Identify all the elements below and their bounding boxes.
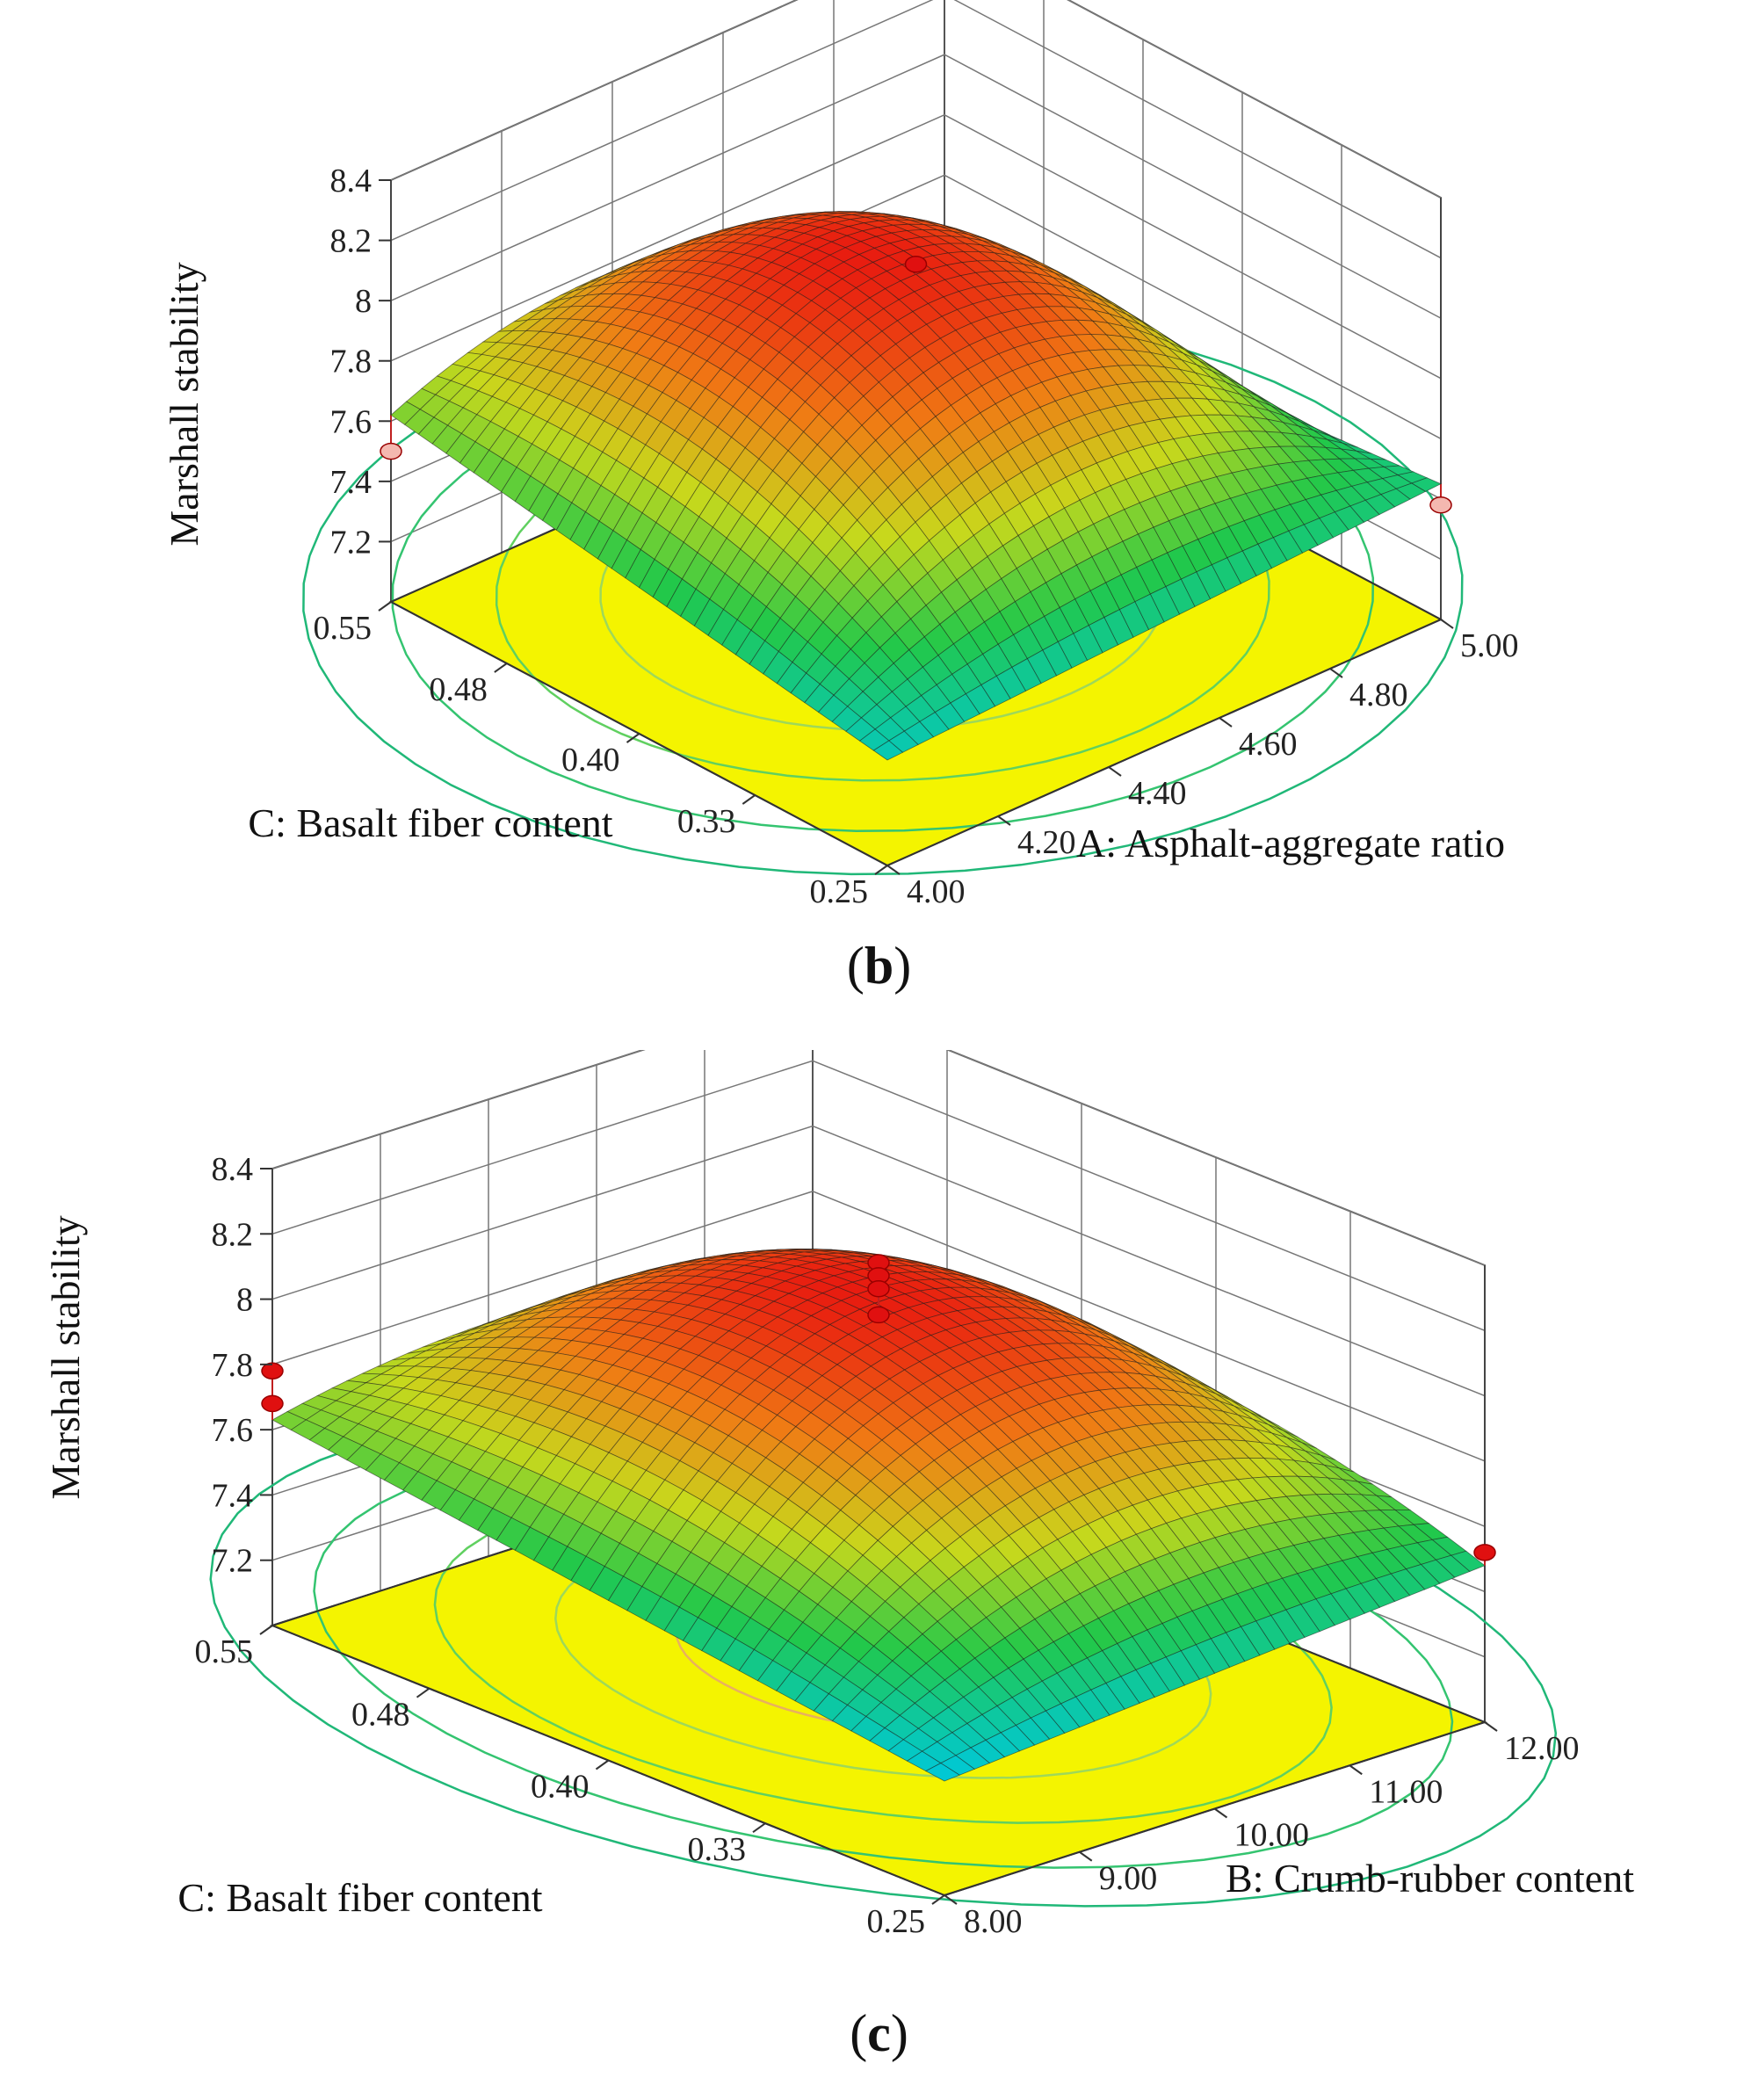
y-tick-mark	[742, 794, 756, 805]
response-surface	[390, 211, 1442, 761]
z-tick-label: 7.6	[212, 1412, 254, 1449]
z-tick-label: 7.4	[330, 464, 373, 501]
x-tick-label: 10.00	[1234, 1817, 1310, 1854]
design-point	[1473, 1544, 1496, 1561]
y-tick-label: 0.25	[867, 1903, 926, 1940]
y-tick-mark	[874, 865, 888, 875]
z-tick-label: 8.4	[212, 1151, 254, 1188]
z-axis-ticks: 7.2 7.4 7.6 7.8 8 8.2 8.4	[330, 163, 391, 561]
z-axis-label: Marshall stability	[43, 1215, 88, 1499]
y-tick-label: 0.55	[314, 610, 373, 647]
x-tick-mark	[1484, 1721, 1498, 1732]
y-tick-mark	[626, 733, 640, 743]
y-tick-label: 0.48	[429, 671, 488, 708]
design-point	[867, 1306, 890, 1324]
y-tick-label: 0.55	[195, 1633, 254, 1670]
design-points	[261, 1254, 1496, 1566]
surface-facet	[924, 1763, 960, 1782]
x-tick-label: 4.80	[1349, 677, 1408, 713]
y-tick-mark	[752, 1822, 766, 1833]
z-tick-label: 8	[236, 1282, 253, 1319]
z-tick-label: 8.2	[330, 223, 373, 260]
z-tick-label: 8	[355, 283, 372, 320]
design-point	[261, 1362, 284, 1380]
wall-gridline	[390, 0, 1442, 259]
surface-plot-c: 7.2 7.4 7.6 7.8 8 8.2 8.4 8.00 9.00 10.00 11.00 12…	[43, 1050, 1634, 1940]
chart-panel-c: 7.2 7.4 7.6 7.8 8 8.2 8.4 8.00 9.00 10.00 11.00 12…	[0, 1050, 1758, 2100]
panel-caption-c: (c)	[850, 2004, 908, 2062]
wall-gridline	[390, 54, 1442, 319]
z-tick-label: 7.8	[330, 344, 373, 380]
surface-plot-b: 7.2 7.4 7.6 7.8 8 8.2 8.4 4.00 4.20 4.40 4.60 4.80…	[162, 0, 1519, 910]
y-tick-label: 0.40	[561, 742, 620, 778]
y-axis-ticks: 0.25 0.33 0.40 0.48 0.55	[195, 1625, 945, 1940]
x-tick-label: 9.00	[1099, 1860, 1158, 1897]
x-tick-mark	[1219, 717, 1233, 728]
x-tick-mark	[1108, 766, 1122, 777]
design-point	[380, 442, 402, 460]
x-tick-label: 12.00	[1504, 1730, 1580, 1767]
y-tick-mark	[378, 601, 392, 612]
y-tick-label: 0.33	[688, 1831, 747, 1868]
y-tick-label: 0.25	[810, 873, 869, 910]
x-tick-label: 11.00	[1369, 1773, 1443, 1810]
wall-gridline	[271, 1125, 1486, 1397]
design-point	[904, 255, 928, 273]
design-point	[867, 1279, 890, 1298]
x-tick-mark	[1440, 619, 1454, 629]
design-point	[1429, 496, 1452, 514]
design-points	[904, 255, 928, 275]
wall-gridline	[271, 1191, 1486, 1462]
y-tick-mark	[931, 1894, 945, 1905]
x-tick-label: 8.00	[964, 1903, 1023, 1940]
y-tick-mark	[416, 1687, 430, 1698]
x-tick-mark	[944, 1894, 958, 1905]
z-tick-label: 7.8	[212, 1347, 254, 1384]
y-tick-label: 0.48	[351, 1697, 410, 1734]
x-tick-label: 4.00	[907, 873, 966, 910]
chart-panel-b: 7.2 7.4 7.6 7.8 8 8.2 8.4 4.00 4.20 4.40 4.60 4.80…	[162, 0, 1519, 995]
z-tick-label: 7.6	[330, 403, 373, 440]
y-axis-label: C: Basalt fiber content	[177, 1875, 542, 1920]
x-tick-label: 5.00	[1460, 627, 1519, 664]
wall-gridline	[271, 1060, 1486, 1331]
z-tick-label: 8.4	[330, 163, 373, 199]
x-tick-label: 4.20	[1017, 824, 1076, 861]
z-tick-label: 7.4	[212, 1477, 254, 1514]
wall-gridline	[390, 113, 1442, 380]
y-tick-label: 0.40	[531, 1769, 590, 1806]
y-axis-label: C: Basalt fiber content	[248, 800, 612, 845]
surface-facet	[872, 740, 904, 761]
x-tick-label: 4.40	[1128, 775, 1187, 812]
z-axis-label: Marshall stability	[162, 262, 206, 546]
z-tick-label: 8.2	[212, 1216, 254, 1253]
design-point	[261, 1394, 284, 1413]
y-tick-mark	[595, 1759, 610, 1771]
z-tick-label: 7.2	[330, 524, 373, 561]
x-tick-mark	[1079, 1850, 1093, 1862]
x-axis-label: B: Crumb-rubber content	[1226, 1856, 1634, 1901]
caption-letter: c	[867, 2004, 891, 2062]
wall-gridline	[271, 1050, 1486, 1266]
x-tick-mark	[1349, 1764, 1363, 1776]
x-tick-label: 4.60	[1239, 726, 1298, 763]
x-axis-ticks: 4.00 4.20 4.40 4.60 4.80 5.00	[886, 619, 1519, 910]
x-axis-label: A: Asphalt-aggregate ratio	[1076, 821, 1505, 865]
x-axis-ticks: 8.00 9.00 10.00 11.00 12.00	[944, 1721, 1580, 1940]
z-tick-label: 7.2	[212, 1543, 254, 1580]
x-tick-mark	[886, 865, 901, 875]
z-axis-ticks: 7.2 7.4 7.6 7.8 8 8.2 8.4	[212, 1151, 272, 1580]
y-tick-mark	[259, 1625, 273, 1635]
response-surface	[271, 1248, 1486, 1782]
y-tick-mark	[494, 663, 508, 673]
x-tick-mark	[997, 815, 1011, 826]
wall-gridline	[390, 0, 1442, 199]
x-tick-mark	[1213, 1807, 1228, 1819]
y-tick-label: 0.33	[677, 803, 736, 840]
panel-caption-b: (b)	[846, 937, 912, 995]
x-tick-mark	[1329, 668, 1343, 678]
caption-letter: b	[864, 937, 894, 995]
y-axis-ticks: 0.25 0.33 0.40 0.48 0.55	[314, 601, 888, 910]
